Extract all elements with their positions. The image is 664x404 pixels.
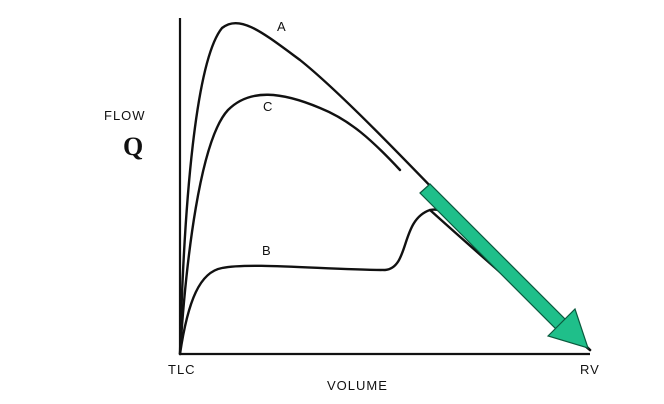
- x-axis-label: VOLUME: [327, 378, 388, 393]
- curve-c: [178, 93, 402, 356]
- arrow-head: [546, 307, 589, 349]
- x-tick-label-rv: RV: [580, 362, 600, 377]
- curve-a: [178, 22, 592, 356]
- x-tick-label-tlc: TLC: [168, 362, 196, 377]
- curve-label-a: A: [277, 19, 286, 34]
- arrow-shaft: [419, 183, 567, 330]
- descending-limb-arrow: [419, 183, 589, 349]
- y-axis-symbol: Q: [123, 132, 143, 161]
- curve-label-b: B: [262, 243, 271, 258]
- y-axis-label: FLOW: [104, 108, 146, 123]
- curve-label-c: C: [263, 99, 272, 114]
